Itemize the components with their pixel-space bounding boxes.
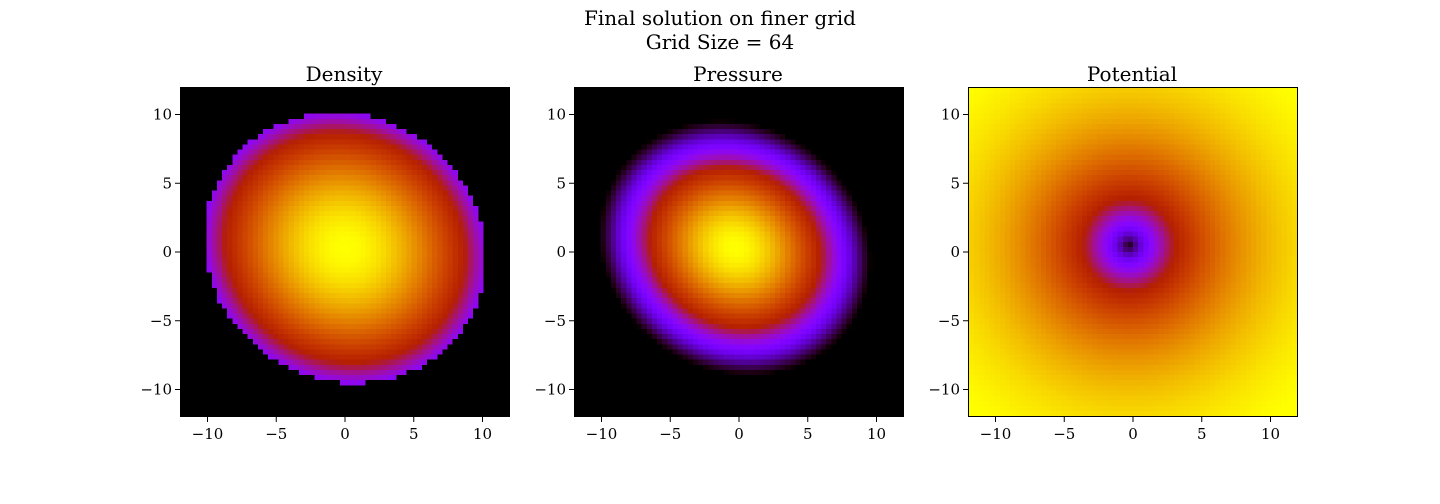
density-field — [181, 88, 509, 416]
potential-xtick-label: 0 — [1128, 425, 1138, 443]
density-xtick-label: 10 — [473, 425, 492, 443]
density-heatmap — [180, 87, 510, 417]
potential-xtick-label: −10 — [980, 425, 1012, 443]
pressure-xtick-label: −10 — [586, 425, 618, 443]
density-ytick-label: 0 — [162, 243, 172, 261]
pressure-ytick-label: 0 — [556, 243, 566, 261]
density-ytick-label: −5 — [150, 312, 172, 330]
figure-title: Final solution on finer grid — [584, 6, 856, 30]
pressure-xtick-label: 5 — [803, 425, 813, 443]
pressure-ytick-label: −5 — [544, 312, 566, 330]
pressure-ytick-label: 10 — [547, 106, 566, 124]
potential-ytick-label: 10 — [941, 106, 960, 124]
potential-ytick-label: −5 — [938, 312, 960, 330]
pressure-field — [575, 88, 903, 416]
pressure-ytick-label: 5 — [556, 174, 566, 192]
panel-title-potential: Potential — [1086, 62, 1178, 86]
density-ytick-label: −10 — [140, 381, 172, 399]
density-ytick-label: 10 — [153, 106, 172, 124]
density-ytick-label: 5 — [162, 174, 172, 192]
potential-heatmap — [968, 87, 1298, 417]
pressure-heatmap — [574, 87, 904, 417]
pressure-xtick-label: 0 — [734, 425, 744, 443]
pressure-ytick-label: −10 — [534, 381, 566, 399]
potential-xtick-label: −5 — [1053, 425, 1075, 443]
pressure-xtick-label: −5 — [659, 425, 681, 443]
panel-title-density: Density — [305, 62, 383, 86]
density-xtick-label: −10 — [192, 425, 224, 443]
potential-ytick-label: −10 — [928, 381, 960, 399]
density-xtick-label: 5 — [409, 425, 419, 443]
potential-field — [969, 88, 1297, 416]
pressure-xtick-label: 10 — [867, 425, 886, 443]
density-xtick-label: 0 — [340, 425, 350, 443]
potential-xtick-label: 5 — [1197, 425, 1207, 443]
density-xtick-label: −5 — [265, 425, 287, 443]
potential-xtick-label: 10 — [1261, 425, 1280, 443]
potential-ytick-label: 5 — [950, 174, 960, 192]
panel-title-pressure: Pressure — [693, 62, 783, 86]
potential-ytick-label: 0 — [950, 243, 960, 261]
figure-subtitle: Grid Size = 64 — [645, 30, 795, 54]
